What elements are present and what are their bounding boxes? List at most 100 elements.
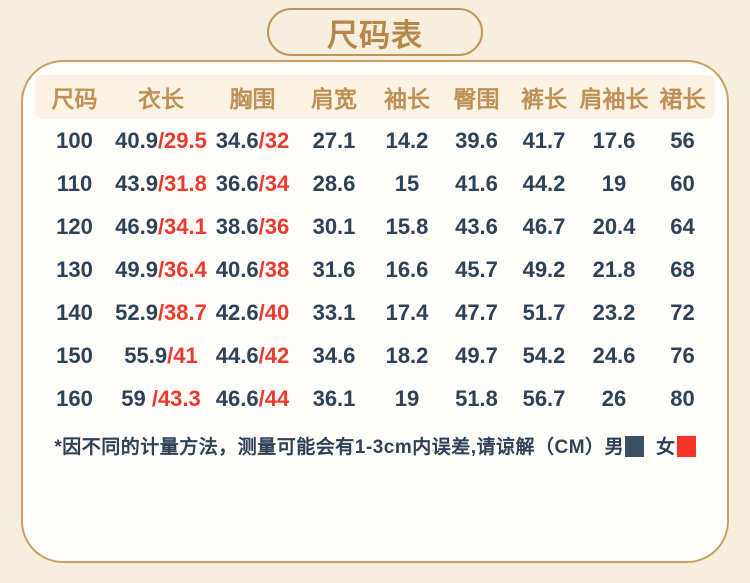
shoulder-value: 34.6 — [312, 342, 356, 368]
table-row: 100 40.9/29.5 34.6/32 27.1 14.2 39.6 41.… — [35, 119, 715, 162]
column-header-pants: 裤长 — [510, 75, 578, 119]
hip-value: 49.7 — [455, 342, 498, 368]
size-value: 160 — [56, 385, 93, 411]
pants-value: 44.2 — [522, 170, 566, 196]
column-header-hip: 臀围 — [443, 75, 510, 119]
top-length-male-value: 40.9 — [115, 127, 158, 153]
size-value: 110 — [56, 170, 93, 196]
column-header-top-length: 衣长 — [114, 75, 208, 119]
shoulder-sleeve-value: 21.8 — [592, 256, 636, 282]
shoulder-value: 33.1 — [312, 299, 356, 325]
top-length-cell: 55.9/41 — [114, 334, 208, 377]
chest-female-value: /34 — [258, 170, 290, 196]
shoulder-sleeve-value: 17.6 — [592, 127, 636, 153]
chest-male-value: 46.6 — [215, 385, 259, 411]
pants-value: 46.7 — [522, 213, 566, 239]
pants-value: 56.7 — [522, 385, 566, 411]
size-value: 120 — [56, 213, 93, 239]
shoulder-sleeve-value: 20.4 — [592, 213, 636, 239]
female-color-swatch — [676, 436, 696, 457]
top-length-female-value: /43.3 — [151, 385, 201, 411]
top-length-female-value: /38.7 — [157, 299, 207, 325]
chest-cell: 40.6/38 — [208, 248, 297, 291]
chest-cell: 46.6/44 — [208, 377, 297, 420]
top-length-female-value: /36.4 — [157, 256, 207, 282]
column-header-sleeve: 袖长 — [371, 75, 443, 119]
chest-male-value: 44.6 — [215, 342, 259, 368]
top-length-male-value: 46.9 — [115, 213, 158, 239]
chest-cell: 36.6/34 — [208, 162, 297, 205]
chest-female-value: /32 — [258, 127, 290, 153]
top-length-female-value: /41 — [167, 342, 198, 368]
pants-value: 51.7 — [522, 299, 566, 325]
chest-female-value: /38 — [258, 256, 290, 282]
size-chart-title-badge: 尺码表 — [267, 8, 483, 56]
chest-male-value: 40.6 — [215, 256, 259, 282]
top-length-cell: 49.9/36.4 — [114, 248, 208, 291]
sleeve-value: 15.8 — [385, 213, 429, 239]
size-value: 140 — [56, 299, 93, 325]
pants-value: 49.2 — [522, 256, 566, 282]
top-length-male-value: 52.9 — [115, 299, 158, 325]
chest-cell: 38.6/36 — [208, 205, 297, 248]
shoulder-value: 28.6 — [312, 170, 356, 196]
shoulder-value: 31.6 — [312, 256, 356, 282]
table-header-row: 尺码 衣长 胸围 肩宽 袖长 臀围 裤长 肩袖长 裙长 — [35, 75, 715, 119]
top-length-female-value: /34.1 — [157, 213, 207, 239]
hip-value: 45.7 — [455, 256, 498, 282]
skirt-value: 60 — [670, 170, 695, 196]
column-header-size: 尺码 — [35, 75, 114, 119]
top-length-cell: 40.9/29.5 — [114, 119, 208, 162]
male-color-swatch — [625, 436, 645, 457]
chest-female-value: /42 — [258, 342, 290, 368]
shoulder-sleeve-value: 19 — [601, 170, 627, 196]
hip-value: 43.6 — [455, 213, 498, 239]
top-length-male-value: 55.9 — [124, 342, 168, 368]
sleeve-value: 15 — [394, 170, 420, 196]
chest-female-value: /40 — [258, 299, 290, 325]
chest-cell: 44.6/42 — [208, 334, 297, 377]
shoulder-sleeve-value: 24.6 — [592, 342, 636, 368]
table-row: 150 55.9/41 44.6/42 34.6 18.2 49.7 54.2 … — [35, 334, 715, 377]
sleeve-value: 16.6 — [385, 256, 429, 282]
table-row: 130 49.9/36.4 40.6/38 31.6 16.6 45.7 49.… — [35, 248, 715, 291]
size-chart-table: 尺码 衣长 胸围 肩宽 袖长 臀围 裤长 肩袖长 裙长 100 40.9/29.… — [35, 75, 715, 420]
top-length-cell: 59 /43.3 — [114, 377, 208, 420]
skirt-value: 76 — [670, 342, 695, 368]
sleeve-value: 17.4 — [385, 299, 429, 325]
table-row: 120 46.9/34.1 38.6/36 30.1 15.8 43.6 46.… — [35, 205, 715, 248]
pants-value: 54.2 — [522, 342, 566, 368]
sleeve-value: 19 — [394, 385, 420, 411]
hip-value: 51.8 — [455, 385, 498, 411]
top-length-female-value: /31.8 — [157, 170, 207, 196]
chest-female-value: /36 — [258, 213, 290, 239]
sleeve-value: 14.2 — [385, 127, 429, 153]
size-value: 130 — [56, 256, 93, 282]
top-length-cell: 43.9/31.8 — [114, 162, 208, 205]
chest-male-value: 38.6 — [215, 213, 259, 239]
skirt-value: 68 — [670, 256, 695, 282]
page-title: 尺码表 — [327, 17, 423, 53]
chest-male-value: 34.6 — [215, 127, 259, 153]
shoulder-value: 27.1 — [312, 127, 356, 153]
skirt-value: 56 — [670, 127, 695, 153]
chest-male-value: 36.6 — [215, 170, 259, 196]
table-row: 110 43.9/31.8 36.6/34 28.6 15 41.6 44.2 … — [35, 162, 715, 205]
top-length-male-value: 59 — [121, 385, 152, 411]
column-header-skirt: 裙长 — [650, 75, 715, 119]
male-label: 男 — [604, 437, 625, 458]
shoulder-value: 36.1 — [312, 385, 356, 411]
top-length-cell: 52.9/38.7 — [114, 291, 208, 334]
size-chart-card: 尺码 衣长 胸围 肩宽 袖长 臀围 裤长 肩袖长 裙长 100 40.9/29.… — [21, 60, 729, 563]
top-length-male-value: 43.9 — [115, 170, 158, 196]
skirt-value: 80 — [670, 385, 695, 411]
table-row: 140 52.9/38.7 42.6/40 33.1 17.4 47.7 51.… — [35, 291, 715, 334]
top-length-male-value: 49.9 — [115, 256, 158, 282]
skirt-value: 72 — [670, 299, 695, 325]
sleeve-value: 18.2 — [385, 342, 429, 368]
chest-male-value: 42.6 — [215, 299, 259, 325]
note-text: *因不同的计量方法，测量可能会有1-3cm内误差,请谅解（CM） — [54, 437, 605, 458]
female-label: 女 — [656, 437, 676, 458]
table-row: 160 59 /43.3 46.6/44 36.1 19 51.8 56.7 2… — [35, 377, 715, 420]
